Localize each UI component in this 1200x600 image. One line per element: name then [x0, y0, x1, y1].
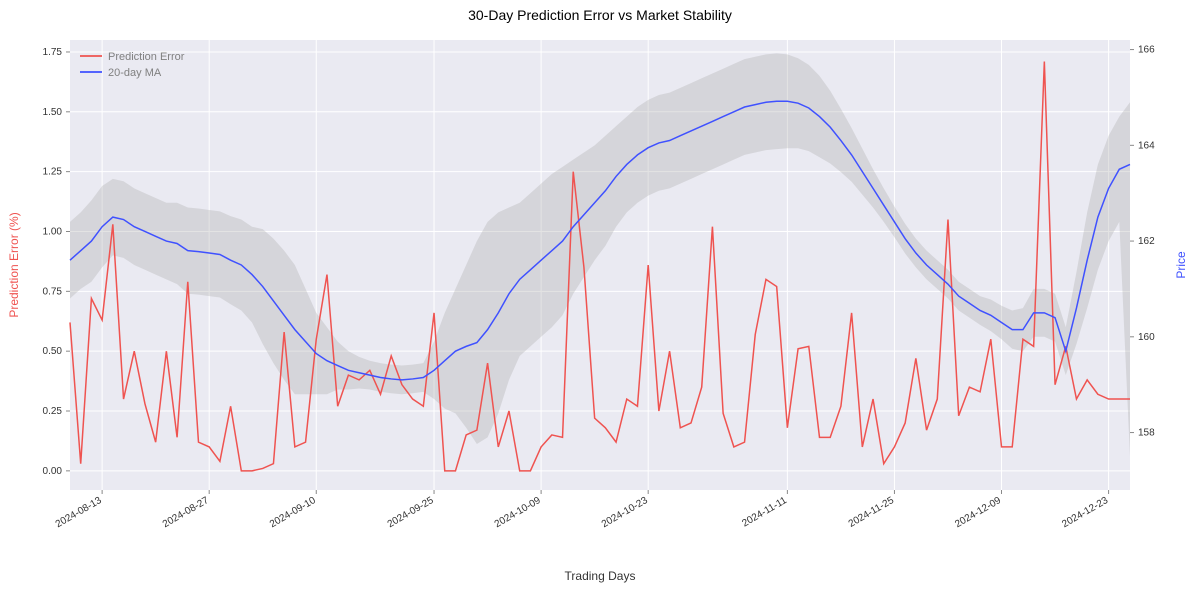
x-tick-label: 2024-10-23: [600, 495, 650, 530]
dual-axis-line-chart: 0.00 0.25 0.50 0.75 1.00 1.25 1.50 1.75 158 160 16…: [0, 0, 1200, 600]
x-tick-label: 2024-11-25: [847, 495, 897, 530]
legend-item-label: Prediction Error: [108, 51, 185, 63]
x-tick-label: 2024-09-25: [386, 495, 436, 530]
y-left-tick-label: 0.00: [43, 466, 63, 477]
x-tick-label: 2024-11-11: [740, 495, 789, 530]
y-right-tick-label: 158: [1138, 428, 1155, 439]
y-right-tick-label: 164: [1138, 140, 1155, 151]
chart-container: 0.00 0.25 0.50 0.75 1.00 1.25 1.50 1.75 158 160 16…: [0, 0, 1200, 600]
y-right-tick-label: 162: [1138, 236, 1155, 247]
x-tick-label: 2024-08-27: [161, 495, 211, 530]
y-left-tick-label: 1.00: [43, 226, 63, 237]
x-axis-label: Trading Days: [565, 569, 636, 583]
y-right-tick-label: 160: [1138, 332, 1155, 343]
y-right-tick-label: 166: [1138, 45, 1155, 56]
y-right-axis-label: Price: [1174, 251, 1188, 279]
y-left-tick-label: 1.75: [43, 47, 63, 58]
y-left-tick-label: 1.50: [43, 107, 63, 118]
y-left-tick-label: 0.50: [43, 346, 63, 357]
y-left-tick-label: 0.75: [43, 286, 63, 297]
x-tick-label: 2024-10-09: [493, 495, 543, 530]
chart-title: 30-Day Prediction Error vs Market Stabil…: [468, 7, 732, 23]
y-left-tick-label: 0.25: [43, 406, 63, 417]
y-left-tick-label: 1.25: [43, 167, 63, 178]
x-tick-label: 2024-08-13: [54, 495, 104, 530]
y-left-axis-label: Prediction Error (%): [7, 212, 21, 317]
x-tick-label: 2024-09-10: [268, 495, 318, 530]
x-tick-label: 2024-12-23: [1060, 495, 1110, 530]
x-tick-label: 2024-12-09: [953, 495, 1003, 530]
legend-item-label: 20-day MA: [108, 67, 162, 79]
